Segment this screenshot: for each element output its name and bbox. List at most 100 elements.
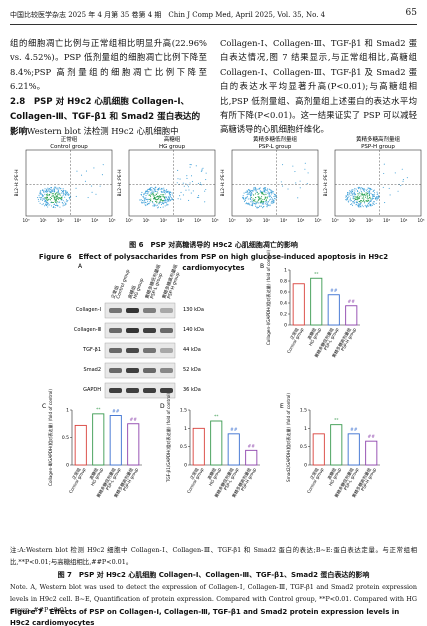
significance-mark: ## [230,427,238,433]
plot-frame [25,149,113,217]
cell-dot [356,190,358,192]
cell-dot [353,189,355,191]
blot-band [109,328,122,333]
panel-title-en: PSP-L group [259,144,292,150]
cell-dot [50,191,52,193]
significance-mark: ## [247,443,255,449]
blot-size-label: 140 kDa [183,327,204,333]
cell-dot [53,187,55,189]
blot-band [126,388,139,393]
cell-dot [54,193,56,195]
cell-dot [201,170,203,172]
cell-dot [263,187,265,189]
cell-dot [93,167,95,169]
cell-dot [384,202,386,204]
bar [92,413,105,466]
cell-dot [270,202,272,204]
cell-dot [150,199,152,201]
x-tick-label: 10⁰ [22,218,29,223]
cell-dot [159,196,161,198]
cell-dot [51,192,53,194]
cell-dot [246,190,248,192]
cell-dot [270,191,272,193]
cell-dot [59,206,61,208]
cell-dot [272,192,274,194]
cell-dot [190,192,192,194]
cell-dot [270,200,273,202]
cell-dot [51,205,53,207]
cell-dot [307,172,309,174]
cell-dot [263,190,265,192]
cell-dot [158,196,160,198]
cell-dot [201,168,203,170]
cell-dot [51,196,53,198]
cell-dot [155,197,157,199]
cell-dot [359,201,361,203]
panel-title-en: PSP-H group [361,144,395,150]
cell-dot [59,201,61,203]
cell-dot [152,205,154,207]
cell-dot [158,197,160,200]
cell-dot [406,177,408,179]
cell-dot [56,197,58,199]
cell-dot [50,197,53,200]
cell-dot [161,194,163,196]
cell-dot [376,191,378,193]
cell-dot [263,188,265,190]
blot-band [109,348,122,353]
cell-dot [359,205,361,208]
cell-dot [263,202,265,204]
cell-dot [267,201,269,203]
cell-dot [273,200,275,203]
cell-dot [272,190,274,193]
cell-dot [169,193,171,195]
cell-dot [354,190,356,192]
cell-dot [371,194,373,196]
cell-dot [353,202,355,204]
cell-dot [245,198,247,200]
cell-dot [163,190,165,192]
cell-dot [353,200,355,202]
cell-dot [255,202,257,204]
cell-dot [262,192,264,194]
cell-dot [155,205,157,207]
cell-dot [151,186,153,189]
cell-dot [266,203,269,205]
cell-dot [58,187,61,189]
cell-dot [43,190,45,192]
cell-dot [41,189,43,192]
cell-dot [255,189,257,191]
cell-dot [177,198,179,200]
cell-dot [163,187,165,189]
cell-dot [52,201,55,204]
cell-dot [247,192,249,194]
cell-dot [373,201,375,203]
x-tick-label: 10² [366,218,373,223]
y-axis-label: BL2-H::PE-H [220,169,226,196]
cell-dot [164,193,166,195]
cell-dot [350,200,352,202]
cell-dot [252,204,254,206]
cell-dot [56,201,58,203]
cell-dot [151,193,153,195]
cell-dot [261,203,263,205]
cell-dot [152,190,154,192]
cell-dot [263,190,265,192]
cell-dot [162,195,164,197]
cell-dot [64,193,67,196]
cell-dot [259,205,261,207]
cell-dot [50,187,52,189]
cell-dot [102,164,104,166]
plot-frame [231,149,319,217]
cell-dot [268,195,270,198]
cell-dot [154,194,156,197]
cell-dot [260,201,262,203]
blot-band [160,308,173,313]
cell-dot [55,200,57,202]
blot-band [126,308,139,313]
cell-dot [167,199,169,201]
cell-dot [350,194,352,196]
cell-dot [258,202,260,204]
cell-dot [140,194,142,196]
cell-dot [247,198,249,200]
